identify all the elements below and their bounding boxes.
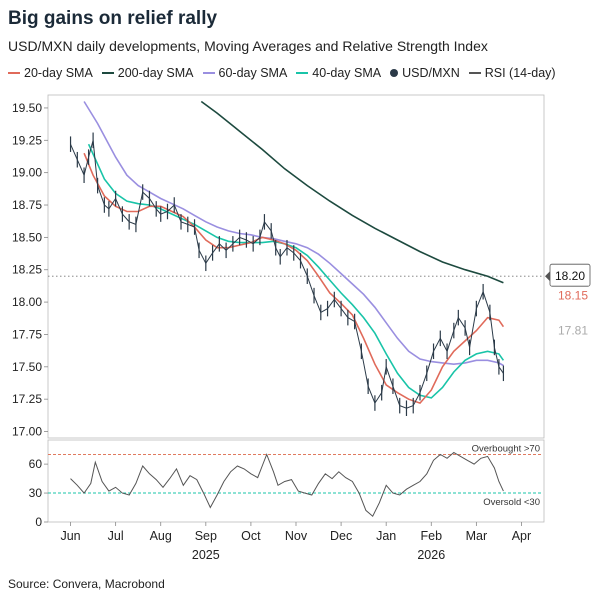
- legend-item-60-day-sma: 60-day SMA: [202, 66, 288, 80]
- y-tick-label: 19.25: [12, 133, 42, 147]
- x-tick-label: Nov: [285, 529, 308, 543]
- end-label-1820: 18.20: [555, 269, 585, 283]
- y-tick-label: 19.00: [12, 166, 42, 180]
- rsi-y-tick-label: 60: [29, 457, 43, 471]
- legend-swatch: [468, 72, 481, 74]
- legend-label: 200-day SMA: [117, 66, 194, 80]
- legend-item-20-day-sma: 20-day SMA: [8, 66, 93, 80]
- series-usd-mxn: [69, 132, 505, 416]
- legend-item-usd-mxn: USD/MXN: [390, 66, 460, 80]
- price-line: [70, 140, 504, 409]
- legend-swatch: [101, 72, 114, 74]
- rsi-y-tick-label: 0: [35, 515, 42, 529]
- y-tick-label: 17.75: [12, 327, 42, 341]
- legend-swatch: [202, 72, 215, 74]
- y-tick-label: 17.00: [12, 425, 42, 439]
- rsi-plot-frame: [47, 439, 545, 523]
- year-label: 2025: [192, 548, 220, 562]
- series-rsi: [70, 451, 504, 517]
- x-tick-label: Jul: [108, 529, 124, 543]
- chart-title: Big gains on relief rally: [8, 8, 218, 29]
- x-tick-label: Oct: [241, 529, 261, 543]
- source-note: Source: Convera, Macrobond: [8, 577, 165, 591]
- legend-label: 40-day SMA: [312, 66, 382, 80]
- end-label-1815: 18.15: [558, 289, 588, 303]
- rsi-y-tick-label: 30: [29, 486, 43, 500]
- legend-item-200-day-sma: 200-day SMA: [101, 66, 194, 80]
- candle-icon: [390, 69, 399, 77]
- x-tick-label: Jun: [60, 529, 80, 543]
- x-tick-label: Dec: [330, 529, 352, 543]
- legend-swatch: [296, 72, 309, 74]
- y-tick-label: 17.25: [12, 392, 42, 406]
- series-20-day-sma: [83, 152, 505, 405]
- series-40-day-sma: [87, 143, 505, 399]
- series-60-day-sma: [83, 101, 504, 367]
- y-tick-label: 18.25: [12, 263, 42, 277]
- end-label-pointer: [545, 271, 550, 282]
- series-200-day-sma: [200, 100, 504, 284]
- legend-label: 20-day SMA: [24, 66, 93, 80]
- legend-label: USD/MXN: [402, 66, 460, 80]
- chart-subtitle: USD/MXN daily developments, Moving Avera…: [8, 38, 488, 54]
- end-label-1781: 17.81: [558, 324, 588, 338]
- oversold-label: Oversold <30: [483, 497, 540, 508]
- legend-label: RSI (14-day): [484, 66, 556, 80]
- legend-label: 60-day SMA: [218, 66, 288, 80]
- y-tick-label: 18.50: [12, 230, 42, 244]
- legend-item-rsi: RSI (14-day): [468, 66, 556, 80]
- y-tick-label: 18.00: [12, 295, 42, 309]
- legend-swatch: [8, 72, 20, 74]
- legend: 20-day SMA 200-day SMA 60-day SMA 40-day…: [8, 66, 595, 80]
- y-tick-label: 18.75: [12, 198, 42, 212]
- y-tick-label: 17.50: [12, 360, 42, 374]
- x-tick-label: Sep: [195, 529, 217, 543]
- x-tick-label: Feb: [420, 529, 442, 543]
- x-tick-label: Aug: [150, 529, 172, 543]
- y-tick-label: 19.50: [12, 101, 42, 115]
- legend-item-40-day-sma: 40-day SMA: [296, 66, 381, 80]
- year-label: 2026: [417, 548, 445, 562]
- x-tick-label: Mar: [466, 529, 488, 543]
- x-tick-label: Apr: [512, 529, 531, 543]
- main-plot-frame: [47, 94, 545, 439]
- x-tick-label: Jan: [376, 529, 396, 543]
- overbought-label: Overbought >70: [472, 443, 540, 454]
